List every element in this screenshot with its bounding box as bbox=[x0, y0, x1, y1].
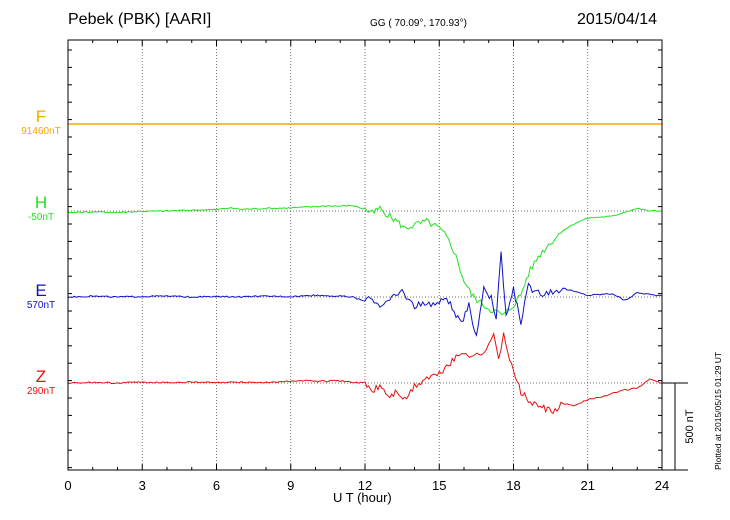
x-tick-label-18: 18 bbox=[506, 478, 520, 493]
component-label-h: H -50nT bbox=[10, 194, 72, 224]
station-title: Pebek (PBK) [AARI] bbox=[68, 11, 212, 28]
component-name-f: F bbox=[35, 107, 47, 126]
component-name-h: H bbox=[34, 193, 48, 212]
component-name-z: Z bbox=[35, 367, 47, 386]
plotted-timestamp: Plotted at 2015/05/15 01:29 UT bbox=[713, 351, 723, 470]
series-z-line bbox=[67, 331, 663, 415]
component-baseline-z: 290nT bbox=[26, 386, 56, 397]
component-baseline-h: -50nT bbox=[27, 212, 55, 223]
x-tick-label-15: 15 bbox=[432, 478, 446, 493]
series-e-line bbox=[67, 251, 663, 337]
component-baseline-e: 570nT bbox=[26, 300, 56, 311]
x-tick-label-9: 9 bbox=[287, 478, 294, 493]
component-label-f: F 91460nT bbox=[10, 108, 72, 138]
x-axis-label: U T (hour) bbox=[333, 490, 392, 505]
x-tick-label-24: 24 bbox=[655, 478, 669, 493]
scale-bar: 500 nT bbox=[662, 382, 696, 471]
x-tick-label-3: 3 bbox=[139, 478, 146, 493]
geographic-coords: GG ( 70.09°, 170.93°) bbox=[370, 18, 467, 29]
x-tick-label-0: 0 bbox=[64, 478, 71, 493]
series-h-line bbox=[67, 204, 662, 316]
x-tick-label-6: 6 bbox=[213, 478, 220, 493]
plot-date: 2015/04/14 bbox=[577, 11, 658, 28]
component-name-e: E bbox=[35, 281, 47, 300]
chart-grid bbox=[141, 40, 589, 470]
x-ticks: 0 3 6 9 12 15 18 21 24 bbox=[64, 40, 669, 493]
component-label-z: Z 290nT bbox=[10, 368, 72, 398]
component-label-e: E 570nT bbox=[10, 282, 72, 312]
x-tick-label-21: 21 bbox=[581, 478, 595, 493]
x-tick-label-12: 12 bbox=[358, 478, 372, 493]
scale-bar-label: 500 nT bbox=[684, 409, 696, 444]
component-baseline-f: 91460nT bbox=[21, 126, 61, 137]
chart-traces bbox=[67, 123, 663, 415]
